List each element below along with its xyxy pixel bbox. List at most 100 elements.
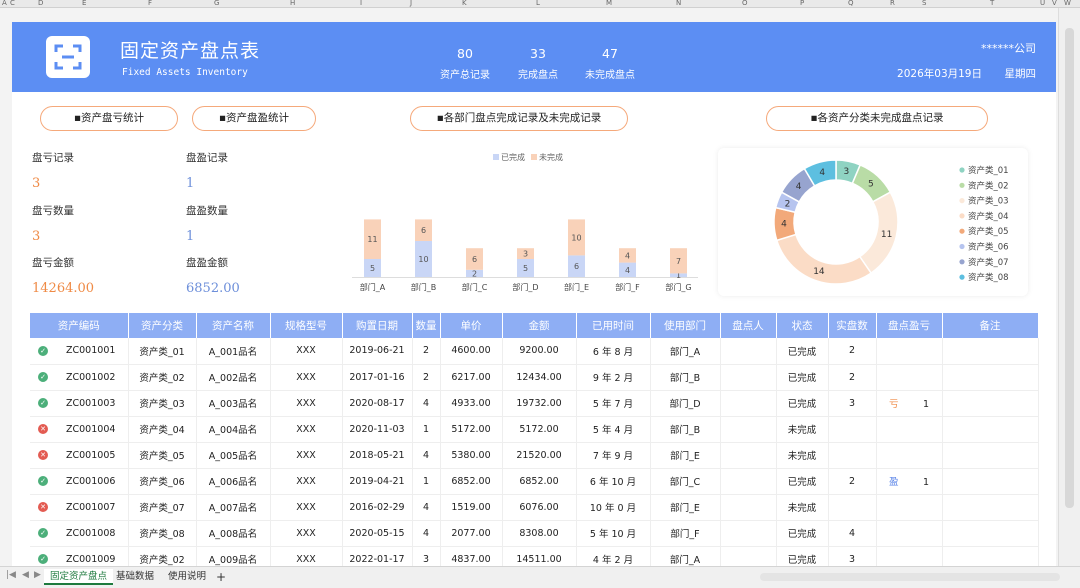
table-cell[interactable] [720, 338, 777, 365]
table-cell[interactable]: 部门_B [650, 416, 721, 443]
table-cell[interactable]: 4 [412, 390, 441, 417]
table-cell[interactable]: 2077.00 [440, 520, 503, 547]
table-cell[interactable] [720, 416, 777, 443]
table-cell[interactable]: 4600.00 [440, 338, 503, 365]
table-cell[interactable] [876, 338, 943, 365]
table-cell[interactable] [720, 546, 777, 566]
table-cell[interactable]: 资产类_02 [128, 364, 197, 391]
table-cell[interactable]: 6852.00 [440, 468, 503, 495]
table-cell[interactable]: 4 [412, 494, 441, 521]
table-cell[interactable]: 资产类_04 [128, 416, 197, 443]
column-letter[interactable]: M [606, 0, 613, 7]
table-cell[interactable] [876, 416, 943, 443]
tab-fixed-asset-inventory[interactable]: 固定资产盘点 [44, 569, 114, 585]
table-cell[interactable] [720, 468, 777, 495]
table-cell[interactable]: 6852.00 [502, 468, 577, 495]
table-cell[interactable]: 12434.00 [502, 364, 577, 391]
table-cell[interactable] [942, 390, 1039, 417]
table-cell[interactable]: ✓ ZC001003 [30, 390, 129, 417]
table-cell[interactable] [942, 494, 1039, 521]
table-cell[interactable]: A_002品名 [196, 364, 271, 391]
column-header[interactable]: 购置日期 [342, 313, 413, 338]
table-cell[interactable] [720, 364, 777, 391]
next-sheet-arrow-icon[interactable]: ▶ [34, 570, 41, 580]
column-header[interactable]: 资产名称 [196, 313, 271, 338]
table-cell[interactable]: 4 [828, 520, 877, 547]
column-header[interactable]: 规格型号 [270, 313, 343, 338]
table-cell[interactable]: 2017-01-16 [342, 364, 413, 391]
table-cell[interactable]: 6 年 10 月 [576, 468, 651, 495]
table-cell[interactable]: 1 [412, 468, 441, 495]
table-cell[interactable] [876, 494, 943, 521]
add-sheet-button[interactable]: + [216, 570, 227, 584]
table-cell[interactable]: 6217.00 [440, 364, 503, 391]
table-cell[interactable] [942, 364, 1039, 391]
table-cell[interactable]: 5 年 4 月 [576, 416, 651, 443]
table-cell[interactable]: 部门_F [650, 520, 721, 547]
table-cell[interactable]: XXX [270, 338, 343, 365]
column-letter[interactable]: J [410, 0, 413, 7]
column-header[interactable]: 已用时间 [576, 313, 651, 338]
table-cell[interactable] [876, 364, 943, 391]
table-cell[interactable] [720, 520, 777, 547]
column-letter[interactable]: U [1040, 0, 1046, 7]
table-cell[interactable] [828, 442, 877, 469]
table-cell[interactable]: 1519.00 [440, 494, 503, 521]
table-cell[interactable] [828, 494, 877, 521]
table-cell[interactable]: A_007品名 [196, 494, 271, 521]
table-cell[interactable]: 9200.00 [502, 338, 577, 365]
table-cell[interactable]: ✓ ZC001002 [30, 364, 129, 391]
column-header[interactable]: 备注 [942, 313, 1039, 338]
table-cell[interactable]: XXX [270, 364, 343, 391]
table-cell[interactable]: XXX [270, 416, 343, 443]
table-row[interactable]: ✓ ZC001008 资产类_08 A_008品名 XXX 2020-05-15 4 2077… [30, 520, 1039, 547]
table-cell[interactable] [876, 546, 943, 566]
table-cell[interactable]: 5172.00 [440, 416, 503, 443]
table-cell[interactable]: 2 [828, 364, 877, 391]
table-cell[interactable]: 2 [828, 468, 877, 495]
table-cell[interactable]: 资产类_08 [128, 520, 197, 547]
table-cell[interactable]: 未完成 [776, 416, 829, 443]
table-cell[interactable] [942, 338, 1039, 365]
table-row[interactable]: ✓ ZC001001 资产类_01 A_001品名 XXX 2019-06-21 2 4600… [30, 338, 1039, 365]
table-cell[interactable] [942, 546, 1039, 566]
table-cell[interactable]: 部门_E [650, 494, 721, 521]
table-cell[interactable] [720, 442, 777, 469]
table-cell[interactable]: A_001品名 [196, 338, 271, 365]
column-letter[interactable]: E [82, 0, 87, 7]
table-cell[interactable]: A_008品名 [196, 520, 271, 547]
first-sheet-arrow-icon[interactable]: |◀ [6, 570, 16, 580]
table-cell[interactable]: A_004品名 [196, 416, 271, 443]
table-cell[interactable]: A_006品名 [196, 468, 271, 495]
table-cell[interactable] [720, 390, 777, 417]
table-cell[interactable]: 5380.00 [440, 442, 503, 469]
table-cell[interactable]: 4 年 2 月 [576, 546, 651, 566]
table-cell[interactable]: 已完成 [776, 468, 829, 495]
table-cell[interactable] [942, 468, 1039, 495]
table-cell[interactable] [828, 416, 877, 443]
table-cell[interactable]: 2020-08-17 [342, 390, 413, 417]
column-header[interactable]: 使用部门 [650, 313, 721, 338]
table-row[interactable]: ✕ ZC001007 资产类_07 A_007品名 XXX 2016-02-29 4 1519… [30, 494, 1039, 521]
table-row[interactable]: ✕ ZC001004 资产类_04 A_004品名 XXX 2020-11-03 1 5172… [30, 416, 1039, 443]
table-cell[interactable]: 2016-02-29 [342, 494, 413, 521]
column-letter[interactable]: H [290, 0, 296, 7]
column-letter[interactable]: F [148, 0, 153, 7]
table-row[interactable]: ✕ ZC001005 资产类_05 A_005品名 XXX 2018-05-21 4 5380… [30, 442, 1039, 469]
table-cell[interactable]: 3 [828, 390, 877, 417]
table-cell[interactable]: XXX [270, 546, 343, 566]
table-cell[interactable]: 资产类_02 [128, 546, 197, 566]
table-cell[interactable]: ✓ ZC001009 [30, 546, 129, 566]
table-cell[interactable]: 2018-05-21 [342, 442, 413, 469]
table-cell[interactable]: ✕ ZC001004 [30, 416, 129, 443]
column-letter[interactable]: V [1052, 0, 1057, 7]
column-letter[interactable]: W [1064, 0, 1071, 7]
table-cell[interactable]: XXX [270, 494, 343, 521]
table-cell[interactable] [942, 442, 1039, 469]
tab-instructions[interactable]: 使用说明 [168, 571, 207, 582]
table-cell[interactable]: 21520.00 [502, 442, 577, 469]
column-letter[interactable]: G [214, 0, 220, 7]
table-cell[interactable]: 3 [412, 546, 441, 566]
table-row[interactable]: ✓ ZC001006 资产类_06 A_006品名 XXX 2019-04-21 1 6852… [30, 468, 1039, 495]
table-cell[interactable] [876, 442, 943, 469]
